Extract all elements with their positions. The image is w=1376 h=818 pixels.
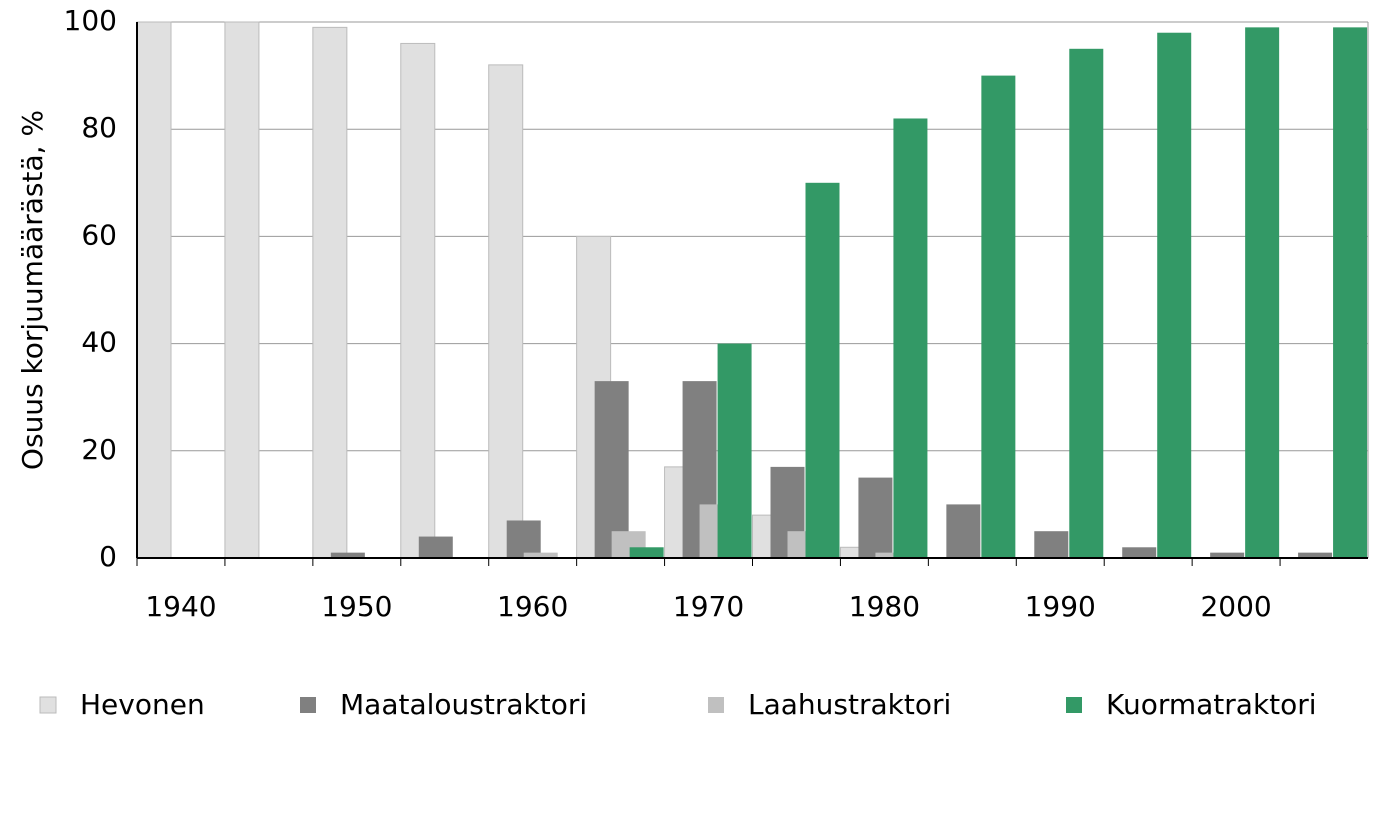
bar (224, 21, 260, 559)
bar (717, 343, 752, 558)
legend-swatch (300, 697, 316, 713)
bar (1157, 32, 1192, 559)
legend-label: Hevonen (80, 688, 205, 721)
x-tick-label: 1950 (321, 590, 392, 623)
y-tick-label: 40 (81, 326, 117, 359)
bar (981, 75, 1016, 558)
bar (1245, 27, 1280, 559)
y-tick-label: 60 (81, 218, 117, 251)
y-axis-label: Osuus korjuumäärästä, % (16, 110, 49, 470)
bar (629, 547, 664, 558)
bar (312, 26, 348, 559)
legend-swatch (39, 696, 57, 714)
bar (1069, 48, 1104, 559)
legend-swatch (1066, 697, 1082, 713)
bar (875, 552, 910, 558)
bar (506, 520, 541, 558)
y-tick-label: 100 (64, 4, 117, 37)
bar (488, 64, 524, 559)
bar (1122, 547, 1157, 558)
x-tick-label: 1970 (673, 590, 744, 623)
y-tick-label: 80 (81, 111, 117, 144)
bar (594, 381, 629, 558)
bar (1333, 27, 1368, 559)
bar (805, 182, 840, 559)
x-tick-label: 2000 (1200, 590, 1271, 623)
bar (400, 42, 436, 559)
legend-label: Kuormatraktori (1106, 688, 1317, 721)
bar (136, 21, 172, 559)
x-tick-label: 1940 (145, 590, 216, 623)
x-tick-label: 1980 (849, 590, 920, 623)
bar (1210, 552, 1245, 558)
y-tick-label: 20 (81, 433, 117, 466)
bar (330, 552, 365, 558)
bar (523, 552, 558, 558)
y-tick-label: 0 (99, 540, 117, 573)
x-tick-label: 1960 (497, 590, 568, 623)
legend-label: Maataloustraktori (340, 688, 587, 721)
bar (858, 477, 893, 558)
legend-swatch (708, 697, 724, 713)
bar (893, 118, 928, 558)
bar (946, 504, 981, 558)
bar (418, 536, 453, 558)
x-tick-label: 1990 (1025, 590, 1096, 623)
bar (1298, 552, 1333, 558)
bar (1034, 531, 1069, 558)
legend-label: Laahustraktori (748, 688, 951, 721)
